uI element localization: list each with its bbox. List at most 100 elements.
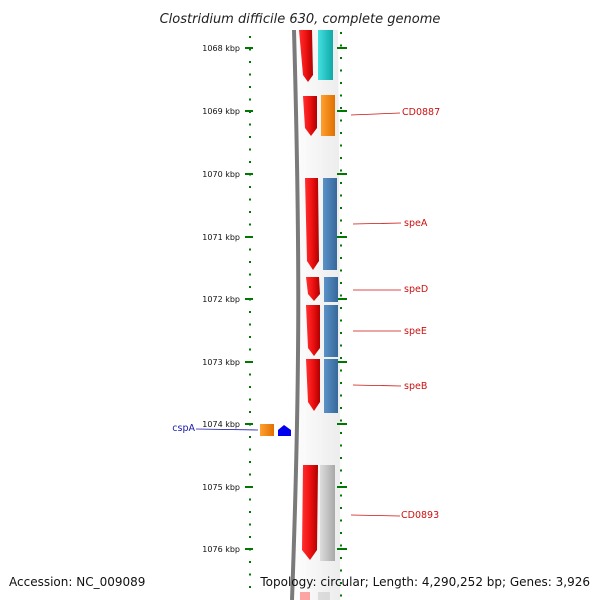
scale-dot <box>249 573 251 576</box>
scale-dot <box>249 536 251 538</box>
cog-track <box>300 30 338 600</box>
scale-major-tick <box>245 47 253 49</box>
scale-dot <box>340 244 342 247</box>
scale-dot <box>249 561 251 563</box>
topology-text: Topology: circular; Length: 4,290,252 bp… <box>259 575 590 589</box>
scale-dot <box>340 582 342 584</box>
scale-dot <box>340 157 342 159</box>
scale-dot <box>340 594 342 597</box>
scale-dot <box>249 348 251 351</box>
scale-dot <box>340 407 342 409</box>
cds-arrow[interactable] <box>306 277 320 301</box>
tick-label: 1069 kbp <box>202 107 240 116</box>
gene-label[interactable]: speB <box>404 381 427 392</box>
scale-major-tick <box>337 423 347 425</box>
scale-dot <box>340 444 342 447</box>
tick-label: 1072 kbp <box>202 295 240 304</box>
scale-major-tick <box>337 47 347 49</box>
cog-bar-stub <box>318 592 330 600</box>
scale-dot <box>340 319 342 322</box>
gene-label[interactable]: cspA <box>172 423 195 434</box>
scale-dot <box>249 323 251 326</box>
scale-major-tick <box>245 361 253 363</box>
scale-dot <box>340 69 342 72</box>
scale-dot <box>340 532 342 534</box>
tick-label: 1070 kbp <box>202 170 240 179</box>
cds-reverse-arrow[interactable] <box>278 425 291 436</box>
scale-dot <box>340 419 342 422</box>
gene-label[interactable]: speD <box>404 284 428 295</box>
scale-dot <box>249 61 251 63</box>
scale-dot <box>249 523 251 526</box>
cds-arrow[interactable] <box>303 96 317 136</box>
scale-dot <box>249 461 251 463</box>
cds-arrow[interactable] <box>302 465 318 560</box>
leader-line <box>352 222 402 225</box>
left-scale <box>245 36 253 588</box>
scale-dot <box>249 286 251 288</box>
gene-label[interactable]: CD0893 <box>401 510 439 521</box>
gene-annotations-left: cspA <box>172 423 259 434</box>
scale-dot <box>340 107 342 109</box>
tick-label: 1068 kbp <box>202 44 240 53</box>
cog-bar-blue[interactable] <box>324 305 338 357</box>
scale-dot <box>340 282 342 284</box>
scale-dot <box>249 86 251 88</box>
scale-dot <box>340 194 342 197</box>
cds-arrow[interactable] <box>299 30 313 82</box>
scale-dot <box>249 123 251 126</box>
scale-dot <box>249 273 251 276</box>
scale-dot <box>249 73 251 76</box>
scale-dot <box>340 357 342 359</box>
cog-bar-orange[interactable] <box>321 95 335 136</box>
scale-dot <box>340 219 342 222</box>
cog-bar-orange[interactable] <box>260 424 274 436</box>
scale-dot <box>340 119 342 122</box>
tick-label: 1073 kbp <box>202 358 240 367</box>
cds-arrow[interactable] <box>306 359 320 411</box>
cog-bar-blue[interactable] <box>324 277 338 302</box>
cds-forward-track <box>299 30 320 560</box>
scale-major-tick <box>245 486 253 488</box>
scale-major-tick <box>245 236 253 238</box>
scale-dot <box>249 386 251 388</box>
scale-major-tick <box>337 298 347 300</box>
cog-bar-teal[interactable] <box>318 30 333 80</box>
tick-label: 1075 kbp <box>202 483 240 492</box>
scale-dot <box>340 257 342 259</box>
tick-label: 1076 kbp <box>202 545 240 554</box>
gene-label[interactable]: speA <box>404 218 428 229</box>
cog-bar-blue[interactable] <box>323 178 337 270</box>
gene-label[interactable]: speE <box>404 326 427 337</box>
scale-dot <box>340 207 342 209</box>
tick-label: 1071 kbp <box>202 233 240 242</box>
leader-line <box>350 514 401 517</box>
scale-dot <box>340 232 342 234</box>
cds-reverse-track <box>260 424 291 436</box>
scale-major-tick <box>337 110 347 112</box>
scale-dot <box>340 32 342 34</box>
cog-bar-stub <box>300 592 310 600</box>
gene-label[interactable]: CD0887 <box>402 107 440 118</box>
scale-dot <box>340 269 342 272</box>
scale-major-tick <box>337 173 347 175</box>
scale-dot <box>340 494 342 497</box>
scale-major-tick <box>245 110 253 112</box>
cog-bar-grey[interactable] <box>320 465 335 561</box>
scale-dot <box>340 507 342 509</box>
scale-dot <box>249 48 251 51</box>
cds-arrow[interactable] <box>305 178 319 270</box>
scale-dot <box>249 223 251 226</box>
scale-dot <box>340 557 342 559</box>
cog-bar-blue[interactable] <box>324 359 338 413</box>
scale-dot <box>249 311 251 313</box>
scale-dot <box>340 332 342 334</box>
cds-arrow[interactable] <box>306 305 320 356</box>
scale-dot <box>249 211 251 213</box>
scale-dot <box>249 36 251 38</box>
scale-dot <box>340 394 342 397</box>
scale-dot <box>340 569 342 572</box>
scale-dot <box>340 144 342 147</box>
scale-major-tick <box>337 548 347 550</box>
gene-annotations-right: CD0887 speA speD speE speB CD0893 <box>350 107 440 521</box>
